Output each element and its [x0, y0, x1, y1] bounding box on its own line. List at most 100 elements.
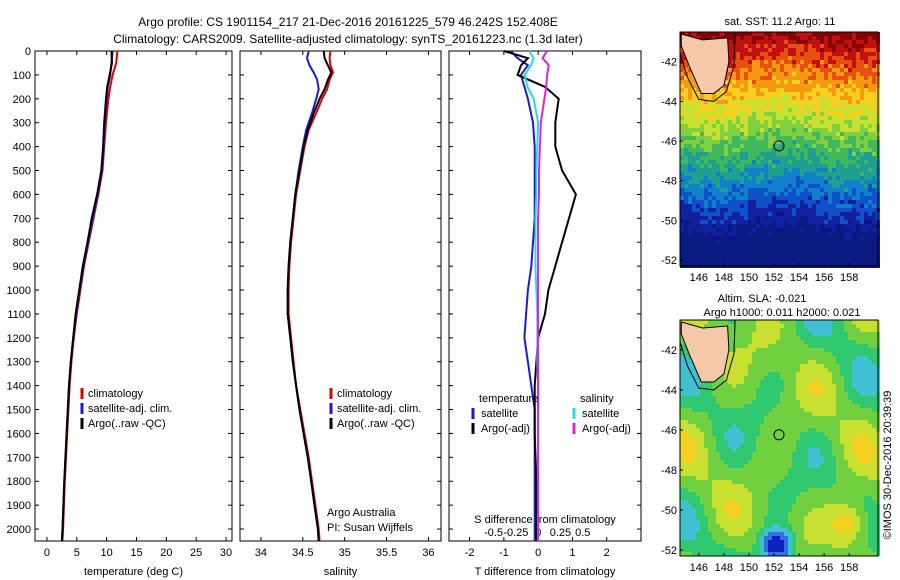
sla-cell: [776, 340, 780, 344]
sla-cell: [728, 368, 732, 372]
sla-cell: [840, 364, 844, 368]
sst-cell: [756, 256, 760, 260]
sst-cell: [680, 160, 684, 164]
sst-cell: [808, 100, 812, 104]
sst-cell: [764, 224, 768, 228]
sla-cell: [688, 376, 692, 380]
sla-cell: [780, 432, 784, 436]
sla-cell: [864, 324, 868, 328]
sla-cell: [732, 460, 736, 464]
sst-cell: [728, 56, 732, 60]
sst-cell: [760, 132, 764, 136]
sst-cell: [792, 156, 796, 160]
sla-cell: [684, 376, 688, 380]
sst-cell: [844, 112, 848, 116]
sst-cell: [852, 180, 856, 184]
sst-cell: [684, 112, 688, 116]
sst-cell: [700, 232, 704, 236]
sst-cell: [768, 208, 772, 212]
sst-cell: [808, 172, 812, 176]
sst-cell: [812, 252, 816, 256]
sst-cell: [696, 244, 700, 248]
sla-cell: [868, 416, 872, 420]
sst-cell: [800, 104, 804, 108]
sla-cell: [856, 432, 860, 436]
sst-cell: [828, 172, 832, 176]
sla-cell: [828, 416, 832, 420]
sla-cell: [864, 424, 868, 428]
sst-cell: [692, 124, 696, 128]
depth-tick-label: 100: [13, 70, 31, 82]
sla-cell: [840, 376, 844, 380]
sla-cell: [728, 380, 732, 384]
sst-cell: [764, 176, 768, 180]
sst-cell: [732, 168, 736, 172]
sla-cell: [756, 344, 760, 348]
sst-cell: [776, 100, 780, 104]
sla-cell: [840, 348, 844, 352]
sst-cell: [872, 84, 876, 88]
sst-cell: [716, 240, 720, 244]
sst-cell: [740, 220, 744, 224]
sst-cell: [748, 200, 752, 204]
sst-cell: [804, 252, 808, 256]
sst-cell: [724, 252, 728, 256]
sst-cell: [760, 228, 764, 232]
sst-cell: [688, 244, 692, 248]
sst-cell: [864, 80, 868, 84]
sst-cell: [796, 44, 800, 48]
sla-cell: [728, 444, 732, 448]
sla-cell: [724, 444, 728, 448]
sla-cell: [836, 380, 840, 384]
sla-cell: [788, 364, 792, 368]
sst-argo-marker: [773, 140, 785, 152]
sst-cell: [744, 176, 748, 180]
sst-cell: [772, 224, 776, 228]
sla-cell: [744, 332, 748, 336]
sla-cell: [744, 336, 748, 340]
sla-cell: [752, 332, 756, 336]
sla-cell: [792, 448, 796, 452]
sst-cell: [804, 192, 808, 196]
sst-cell: [760, 220, 764, 224]
sst-cell: [836, 124, 840, 128]
sla-cell: [684, 436, 688, 440]
sst-cell: [832, 232, 836, 236]
sst-cell: [776, 120, 780, 124]
sst-cell: [824, 64, 828, 68]
sst-cell: [772, 100, 776, 104]
sst-cell: [796, 136, 800, 140]
sst-cell: [772, 252, 776, 256]
sst-cell: [680, 176, 684, 180]
sst-cell: [856, 168, 860, 172]
sla-cell: [852, 388, 856, 392]
sst-cell: [844, 172, 848, 176]
sst-cell: [788, 184, 792, 188]
sst-cell: [680, 216, 684, 220]
sla-cell: [820, 444, 824, 448]
sst-cell: [776, 144, 780, 148]
sst-cell: [800, 72, 804, 76]
sst-cell: [768, 120, 772, 124]
sla-cell: [832, 372, 836, 376]
sst-cell: [860, 144, 864, 148]
sla-cell: [736, 380, 740, 384]
sst-cell: [760, 76, 764, 80]
sst-cell: [744, 208, 748, 212]
sla-cell: [804, 344, 808, 348]
sst-cell: [864, 88, 868, 92]
sst-cell: [748, 208, 752, 212]
sst-cell: [848, 156, 852, 160]
sst-cell: [864, 152, 868, 156]
sst-cell: [828, 92, 832, 96]
sla-cell: [816, 420, 820, 424]
sla-cell: [852, 444, 856, 448]
sst-cell: [816, 220, 820, 224]
sla-cell: [820, 332, 824, 336]
sst-cell: [836, 156, 840, 160]
sst-cell: [692, 112, 696, 116]
sst-cell: [748, 228, 752, 232]
diff-legend-label: satellite: [481, 408, 518, 420]
sst-cell: [712, 164, 716, 168]
sst-cell: [836, 112, 840, 116]
